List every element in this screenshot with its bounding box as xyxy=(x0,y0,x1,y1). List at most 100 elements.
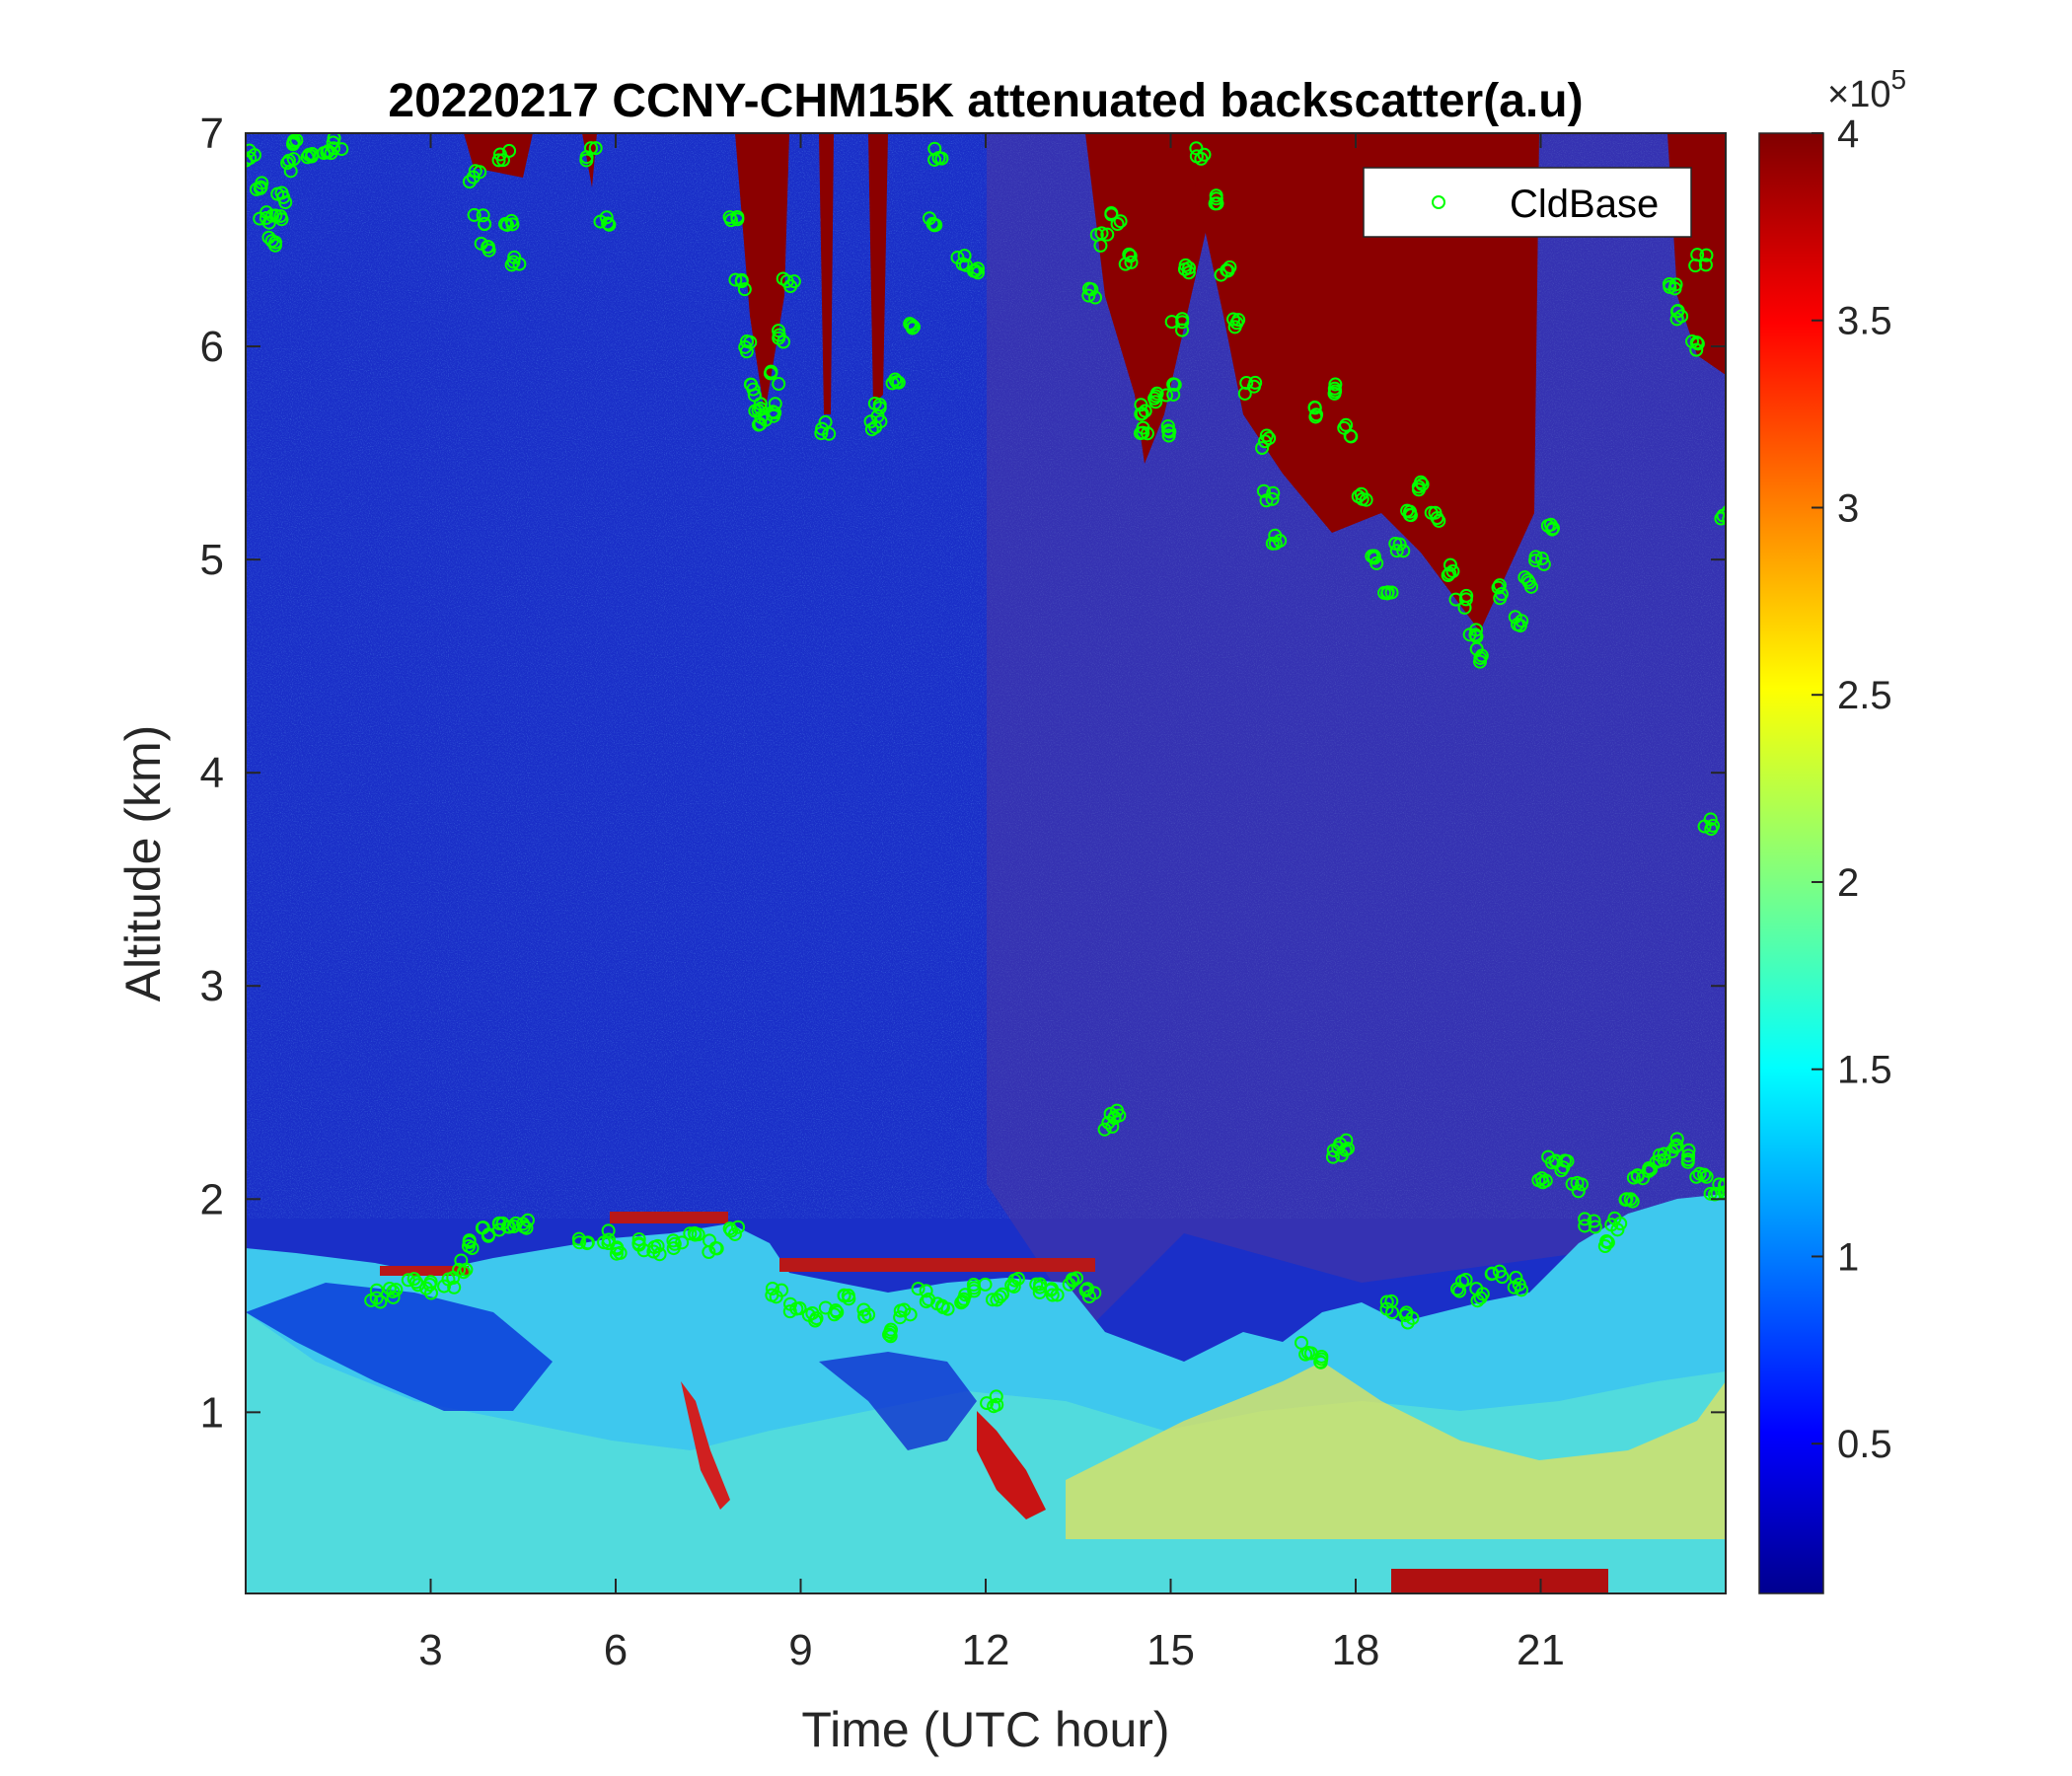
cldbase-point xyxy=(675,1235,690,1250)
cldbase-point xyxy=(1045,1288,1060,1302)
cldbase-point xyxy=(1327,386,1342,401)
cldbase-point xyxy=(1443,566,1457,581)
cldbase-point xyxy=(1081,288,1096,303)
legend-label-cldbase: CldBase xyxy=(1510,183,1659,226)
cldbase-point xyxy=(1004,1278,1019,1293)
heatmap-image xyxy=(246,133,1726,1593)
cldbase-point xyxy=(253,211,267,226)
surface-red-strip xyxy=(1391,1569,1608,1593)
colorbar-tick-label: 3.5 xyxy=(1837,300,1892,343)
cldbase-point xyxy=(1578,1212,1592,1226)
cldbase-point xyxy=(1182,260,1197,275)
cldbase-point xyxy=(1473,651,1488,666)
cldbase-point xyxy=(1491,580,1506,595)
cldbase-point xyxy=(1667,1140,1682,1154)
cldbase-point xyxy=(738,339,753,354)
cldbase-point xyxy=(776,271,790,286)
cldbase-point xyxy=(1136,425,1150,440)
cldbase-point xyxy=(261,230,276,245)
x-tick-label: 15 xyxy=(1147,1626,1195,1674)
cldbase-point xyxy=(1313,1355,1328,1369)
cldbase-point xyxy=(1560,1153,1575,1168)
cldbase-point xyxy=(1722,513,1726,526)
red-patch-midday xyxy=(977,1411,1046,1519)
cldbase-point xyxy=(1450,1282,1465,1296)
colorbar-exponent-base: ×10 xyxy=(1827,74,1890,115)
cldbase-point xyxy=(893,1303,908,1318)
cldbase-point xyxy=(506,1220,521,1234)
cldbase-point xyxy=(289,133,304,148)
cldbase-point xyxy=(1443,557,1457,572)
cldbase-point xyxy=(1652,1153,1666,1168)
cldbase-point xyxy=(782,1304,797,1319)
cldbase-point xyxy=(1588,1220,1602,1234)
cldbase-point xyxy=(970,261,985,276)
cldbase-point xyxy=(476,208,490,223)
cldbase-point xyxy=(967,1281,982,1295)
cldbase-point xyxy=(1399,1305,1414,1320)
cldbase-point xyxy=(1690,248,1705,262)
cldbase-point xyxy=(837,1288,851,1302)
cldbase-point xyxy=(1246,379,1261,394)
cldbase-point xyxy=(1166,377,1181,392)
cldbase-point xyxy=(1107,1110,1122,1125)
cldbase-point xyxy=(1690,336,1705,351)
cldbase-point xyxy=(768,397,782,411)
x-tick-label: 18 xyxy=(1332,1626,1380,1674)
cldbase-point xyxy=(500,1220,515,1234)
cldbase-point xyxy=(454,1253,469,1268)
cldbase-point xyxy=(1161,423,1176,438)
cldbase-point xyxy=(382,1282,397,1296)
cldbase-point xyxy=(1625,1194,1640,1209)
cldbase-point xyxy=(1668,277,1683,292)
y-tick-label: 2 xyxy=(200,1175,224,1223)
cldbase-point xyxy=(731,1220,746,1234)
cldbase-point xyxy=(769,1290,783,1304)
cldbase-point xyxy=(1473,1291,1488,1305)
x-tick-label: 12 xyxy=(962,1626,1010,1674)
cldbase-point xyxy=(327,141,341,156)
cldbase-point xyxy=(783,1296,798,1311)
cldbase-point xyxy=(857,1309,872,1324)
cldbase-point xyxy=(281,153,296,168)
x-tick-label: 9 xyxy=(788,1626,812,1674)
cldbase-point xyxy=(734,274,749,289)
cldbase-point xyxy=(764,364,778,379)
cldbase-point xyxy=(728,272,743,287)
cldbase-point xyxy=(474,236,488,251)
cldbase-point xyxy=(818,414,833,429)
colorbar-exponent-power: 5 xyxy=(1890,64,1906,95)
cldbase-point xyxy=(1697,1167,1712,1182)
cloud-base-markers xyxy=(246,133,1726,1414)
cldbase-point xyxy=(1327,381,1342,396)
cldbase-point xyxy=(870,408,885,423)
cldbase-point xyxy=(593,214,608,229)
cldbase-point xyxy=(1669,1138,1684,1152)
cldbase-point xyxy=(1388,536,1403,551)
cldbase-point xyxy=(285,137,300,152)
cldbase-point xyxy=(970,265,985,280)
cldbase-point xyxy=(1452,1284,1467,1298)
y-tick-label: 4 xyxy=(200,749,224,797)
cldbase-point xyxy=(465,1240,480,1255)
cldbase-point xyxy=(1509,1270,1523,1285)
cldbase-point xyxy=(739,333,754,348)
cldbase-point xyxy=(772,377,786,392)
cldbase-point xyxy=(1587,1214,1601,1228)
cldbase-point xyxy=(478,217,492,232)
cldbase-point xyxy=(1469,623,1484,637)
colorbar-tick-label: 2 xyxy=(1837,861,1859,905)
cldbase-point xyxy=(504,213,519,228)
cldbase-point xyxy=(1536,556,1551,571)
cldbase-point xyxy=(1512,1277,1526,1292)
cldbase-point xyxy=(1339,1133,1354,1147)
cldbase-point xyxy=(1619,1192,1634,1207)
cldbase-point xyxy=(737,282,752,297)
colorbar-tick-label: 1 xyxy=(1837,1235,1859,1279)
cldbase-point xyxy=(666,1233,681,1248)
cldbase-point xyxy=(602,217,617,232)
cldbase-point xyxy=(683,1226,698,1241)
colorbar-tick-label: 4 xyxy=(1837,112,1859,156)
cldbase-point xyxy=(884,1322,899,1337)
cldbase-point xyxy=(957,249,972,263)
